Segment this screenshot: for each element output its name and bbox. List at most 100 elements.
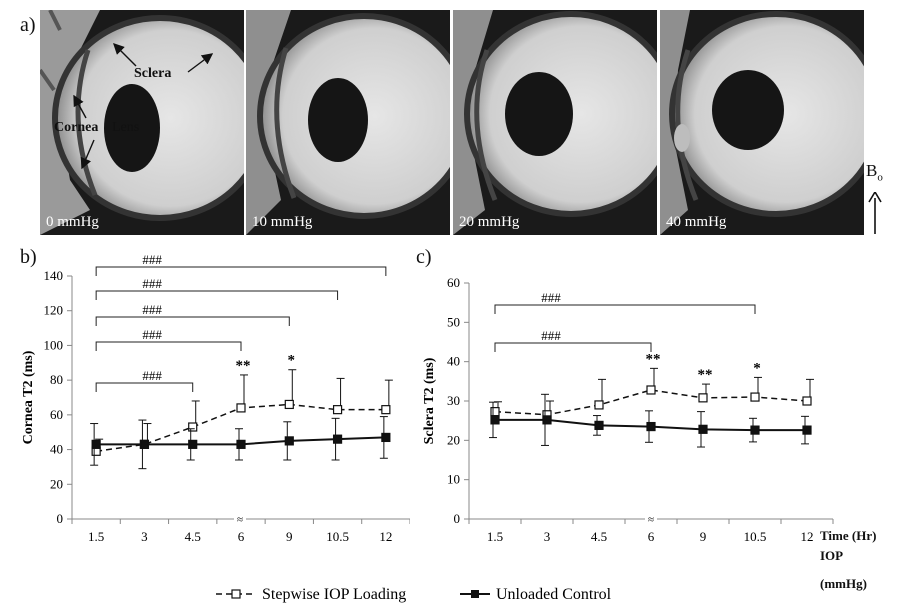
- legend-control-label: Unloaded Control: [496, 586, 612, 603]
- pressure-label: 0 mmHg: [46, 214, 99, 230]
- iop-tick-label: 0: [752, 553, 759, 555]
- y-tick-label: 80: [50, 372, 63, 387]
- time-tick-label: 9: [700, 529, 707, 544]
- panel-letter-a: a): [20, 14, 36, 36]
- y-tick-label: 0: [454, 511, 461, 526]
- iop-tick-label: 40: [235, 553, 248, 555]
- significance-bracket: [494, 342, 652, 352]
- annotation-arrows: [73, 43, 214, 170]
- y-tick-label: 60: [447, 275, 460, 290]
- legend-control-marker: [471, 590, 479, 598]
- axis-break-mark: ≈: [648, 514, 654, 526]
- loading-data-point: [490, 407, 500, 417]
- time-tick-label: 12: [801, 529, 814, 544]
- loading-data-point: [284, 399, 294, 410]
- legend-loading-label: Stepwise IOP Loading: [262, 586, 406, 603]
- iop-tick-label: 20: [186, 553, 199, 555]
- y-tick-label: 60: [50, 407, 63, 422]
- iop-tick-label: 0: [700, 553, 707, 555]
- control-data-point: [188, 439, 198, 449]
- loading-data-point: [750, 392, 760, 402]
- panel-letter-b: b): [20, 246, 37, 268]
- eye-image: [660, 10, 864, 235]
- iop-axis-label: IOP: [820, 548, 844, 563]
- y-axis-label: Cornea T2 (ms): [21, 350, 36, 444]
- iop-unit-label: (mmHg): [820, 576, 867, 591]
- significance-bracket: [95, 290, 339, 300]
- y-tick-label: 120: [44, 303, 64, 318]
- significance-star: *: [753, 360, 761, 376]
- significance-bracket: [95, 266, 387, 276]
- y-tick-label: 0: [57, 511, 64, 526]
- loading-data-point: [188, 422, 198, 432]
- lens-label: Lens: [112, 120, 140, 135]
- y-tick-label: 10: [447, 472, 460, 487]
- control-data-point: [490, 415, 500, 425]
- significance-bracket: [95, 382, 194, 392]
- time-tick-label: 4.5: [591, 529, 607, 544]
- y-tick-label: 20: [50, 476, 63, 491]
- loading-data-point: [381, 405, 391, 415]
- loading-data-point: [802, 396, 812, 406]
- time-tick-label: 6: [238, 529, 245, 544]
- eye-image: [246, 10, 450, 235]
- iop-tick-label: 10: [541, 553, 554, 555]
- eye-image: [40, 10, 244, 235]
- time-tick-label: 6: [648, 529, 655, 544]
- control-data-point: [139, 439, 150, 449]
- bracket-label: ###: [541, 328, 561, 343]
- field-direction-label: Bo: [866, 161, 883, 184]
- control-data-point: [750, 425, 760, 435]
- loading-data-point: [236, 403, 246, 413]
- significance-bracket: [494, 304, 756, 314]
- significance-star: **: [236, 358, 251, 374]
- y-tick-label: 30: [447, 393, 460, 408]
- legend: Stepwise IOP Loading Unloaded Control: [216, 586, 612, 603]
- significance-bracket: [95, 341, 242, 351]
- control-data-point: [284, 436, 294, 446]
- loading-data-point: [594, 400, 604, 410]
- iop-tick-label: 0: [93, 553, 100, 555]
- legend-loading-marker: [231, 589, 241, 599]
- control-data-point: [381, 432, 391, 443]
- significance-bracket: [95, 316, 290, 326]
- mri-image-40mmhg: 40 mmHg: [660, 10, 864, 235]
- iop-tick-label: 40: [645, 553, 658, 555]
- iop-tick-label: 0: [286, 553, 293, 555]
- loading-data-point: [646, 385, 656, 395]
- time-tick-label: 3: [544, 529, 551, 544]
- loading-data-point: [332, 405, 343, 415]
- y-tick-label: 40: [447, 354, 460, 369]
- control-data-point: [698, 424, 708, 434]
- iop-tick-label: 0: [383, 553, 390, 555]
- control-data-point: [542, 415, 552, 425]
- significance-star: **: [698, 367, 713, 383]
- bracket-label: ###: [541, 290, 561, 305]
- y-tick-label: 50: [447, 314, 460, 329]
- time-tick-label: 9: [286, 529, 293, 544]
- pressure-label: 20 mmHg: [459, 214, 520, 230]
- pressure-label: 40 mmHg: [666, 214, 727, 230]
- iop-tick-label: 0: [334, 553, 341, 555]
- significance-star: *: [288, 353, 296, 369]
- mri-image-20mmhg: 20 mmHg: [453, 10, 657, 235]
- mri-image-0mmhg: Sclera Cornea Lens 0 mmHg: [40, 10, 244, 235]
- iop-tick-label: 20: [593, 553, 606, 555]
- iop-tick-label: 0: [492, 553, 499, 555]
- bracket-label: ###: [142, 368, 162, 383]
- time-tick-label: 3: [141, 529, 148, 544]
- eye-image: [453, 10, 657, 235]
- bracket-label: ###: [142, 255, 162, 267]
- y-axis-label: Sclera T2 (ms): [422, 357, 437, 444]
- panel-letter-c: c): [416, 246, 432, 268]
- field-direction-arrow-icon: [868, 192, 882, 234]
- control-data-point: [594, 420, 604, 430]
- control-data-point: [236, 439, 246, 449]
- bracket-label: ###: [142, 327, 162, 342]
- control-data-point: [802, 425, 812, 435]
- pressure-label: 10 mmHg: [252, 214, 313, 230]
- y-tick-label: 20: [447, 432, 460, 447]
- iop-tick-label: 10: [138, 553, 151, 555]
- time-tick-label: 1.5: [88, 529, 104, 544]
